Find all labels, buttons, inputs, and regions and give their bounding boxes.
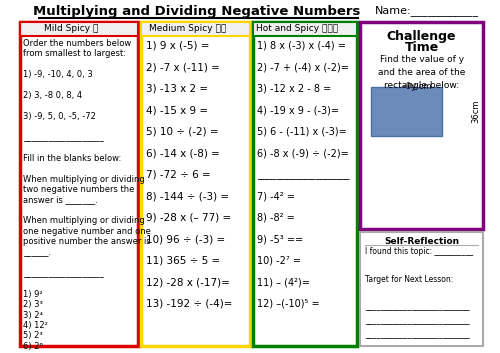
Text: 1) -9, -10, 4, 0, 3: 1) -9, -10, 4, 0, 3 xyxy=(24,70,93,79)
Text: from smallest to largest:: from smallest to largest: xyxy=(24,49,127,58)
Text: 2) -7 + (-4) x (-2)=: 2) -7 + (-4) x (-2)= xyxy=(256,62,348,72)
Text: Fill in the blanks below:: Fill in the blanks below: xyxy=(24,154,122,163)
Text: 8) -8² =: 8) -8² = xyxy=(256,213,294,223)
Text: Find the value of y
and the area of the
rectangle below:: Find the value of y and the area of the … xyxy=(378,55,466,90)
Bar xyxy=(253,22,357,346)
Text: Target for Next Lesson:: Target for Next Lesson: xyxy=(364,275,453,284)
Text: ___________________________: ___________________________ xyxy=(364,317,470,325)
Text: ___________________________: ___________________________ xyxy=(364,303,470,312)
Text: 1) 8 x (-3) x (-4) =: 1) 8 x (-3) x (-4) = xyxy=(256,41,346,51)
Text: one negative number and one: one negative number and one xyxy=(24,227,152,236)
Text: 7) -4² =: 7) -4² = xyxy=(256,191,294,201)
Text: 11) 365 ÷ 5 =: 11) 365 ÷ 5 = xyxy=(146,256,220,266)
Text: 4) 12²: 4) 12² xyxy=(24,321,48,330)
Text: ___________________: ___________________ xyxy=(256,170,349,180)
Text: ___________________: ___________________ xyxy=(24,269,104,278)
Text: 12) -28 x (-17)=: 12) -28 x (-17)= xyxy=(146,277,230,287)
Bar xyxy=(20,22,138,346)
Text: Medium Spicy 🌶🌶: Medium Spicy 🌶🌶 xyxy=(150,24,226,34)
Text: two negative numbers the: two negative numbers the xyxy=(24,185,135,194)
Text: ___________________________: ___________________________ xyxy=(364,330,470,340)
Text: 2) -7 x (-11) =: 2) -7 x (-11) = xyxy=(146,62,220,72)
Text: Challenge: Challenge xyxy=(387,30,456,43)
Text: When multiplying or dividing: When multiplying or dividing xyxy=(24,216,145,226)
Text: 2) 3, -8 0, 8, 4: 2) 3, -8 0, 8, 4 xyxy=(24,91,82,100)
Bar xyxy=(141,22,250,346)
Text: 6) 2⁶: 6) 2⁶ xyxy=(24,342,44,351)
Bar xyxy=(20,22,138,36)
Text: Order the numbers below: Order the numbers below xyxy=(24,39,132,48)
Bar xyxy=(372,86,442,136)
Text: 6) -8 x (-9) ÷ (-2)=: 6) -8 x (-9) ÷ (-2)= xyxy=(256,148,348,158)
Text: 3) -9, 5, 0, -5, -72: 3) -9, 5, 0, -5, -72 xyxy=(24,112,97,121)
Text: 36cm: 36cm xyxy=(471,100,480,123)
Text: 5) 2³: 5) 2³ xyxy=(24,331,43,340)
Text: ______.: ______. xyxy=(24,248,52,257)
Text: Time: Time xyxy=(404,41,438,54)
Text: 1) 9²: 1) 9² xyxy=(24,289,43,299)
Text: I found this topic: __________: I found this topic: __________ xyxy=(364,247,473,256)
Text: positive number the answer is: positive number the answer is xyxy=(24,237,151,246)
Text: Multiplying and Dividing Negative Numbers: Multiplying and Dividing Negative Number… xyxy=(33,5,360,18)
Text: Mild Spicy 🌶: Mild Spicy 🌶 xyxy=(44,24,98,34)
Text: 5) 6 - (-11) x (-3)=: 5) 6 - (-11) x (-3)= xyxy=(256,127,346,137)
Bar xyxy=(360,232,483,346)
Text: 2) 3³: 2) 3³ xyxy=(24,300,44,309)
Text: 7) -72 ÷ 6 =: 7) -72 ÷ 6 = xyxy=(146,170,210,180)
Text: Self-Reflection: Self-Reflection xyxy=(384,237,459,246)
Text: 13) -192 ÷ (-4)=: 13) -192 ÷ (-4)= xyxy=(146,299,232,309)
Text: answer is _______.: answer is _______. xyxy=(24,196,99,204)
Bar xyxy=(360,22,483,229)
Text: 9) -5³ ==: 9) -5³ == xyxy=(256,234,302,244)
Text: 10) -2⁷ =: 10) -2⁷ = xyxy=(256,256,300,266)
Text: 3) -13 x 2 =: 3) -13 x 2 = xyxy=(146,84,208,94)
Text: 9) -28 x (– 77) =: 9) -28 x (– 77) = xyxy=(146,213,231,223)
Text: 3) -12 x 2 - 8 =: 3) -12 x 2 - 8 = xyxy=(256,84,331,94)
Bar xyxy=(253,22,357,36)
Bar xyxy=(141,22,250,36)
Text: 8) -144 ÷ (-3) =: 8) -144 ÷ (-3) = xyxy=(146,191,229,201)
Text: 1) 9 x (-5) =: 1) 9 x (-5) = xyxy=(146,41,209,51)
Text: -9y cm: -9y cm xyxy=(402,82,431,91)
Text: 11) – (4²)=: 11) – (4²)= xyxy=(256,277,310,287)
Text: 10) 96 ÷ (-3) =: 10) 96 ÷ (-3) = xyxy=(146,234,225,244)
Text: ___________________: ___________________ xyxy=(24,133,104,142)
Text: 4) -15 x 9 =: 4) -15 x 9 = xyxy=(146,105,208,115)
Text: 12) –(-10)⁵ =: 12) –(-10)⁵ = xyxy=(256,299,319,309)
Text: 6) -14 x (-8) =: 6) -14 x (-8) = xyxy=(146,148,220,158)
Text: Name:____________: Name:____________ xyxy=(375,5,479,16)
Text: Hot and Spicy 🌶🌶🌶: Hot and Spicy 🌶🌶🌶 xyxy=(256,24,338,34)
Text: 3) 2⁴: 3) 2⁴ xyxy=(24,311,44,319)
Text: When multiplying or dividing: When multiplying or dividing xyxy=(24,175,145,184)
Text: 4) -19 x 9 - (-3)=: 4) -19 x 9 - (-3)= xyxy=(256,105,338,115)
Text: 5) 10 ÷ (-2) =: 5) 10 ÷ (-2) = xyxy=(146,127,218,137)
